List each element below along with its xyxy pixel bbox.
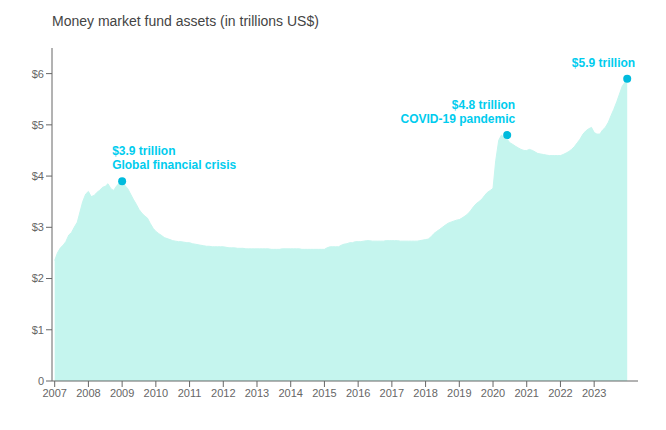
- svg-text:$5.9 trillion: $5.9 trillion: [572, 56, 635, 70]
- svg-text:$3: $3: [32, 221, 44, 233]
- svg-text:2023: 2023: [582, 387, 606, 399]
- svg-text:2020: 2020: [481, 387, 505, 399]
- svg-text:$5: $5: [32, 119, 44, 131]
- svg-text:2010: 2010: [144, 387, 168, 399]
- svg-text:$4: $4: [32, 170, 44, 182]
- svg-text:$3.9 trillionGlobal financial: $3.9 trillionGlobal financial crisis: [112, 144, 236, 172]
- svg-text:2019: 2019: [447, 387, 471, 399]
- svg-text:2021: 2021: [514, 387, 538, 399]
- svg-text:2015: 2015: [312, 387, 336, 399]
- svg-text:$1: $1: [32, 324, 44, 336]
- svg-text:2022: 2022: [548, 387, 572, 399]
- html-text:Money market fund assets (in t: Money market fund assets (in trillions U…: [52, 13, 319, 29]
- svg-text:2016: 2016: [346, 387, 370, 399]
- svg-text:2017: 2017: [380, 387, 404, 399]
- svg-text:0: 0: [38, 375, 44, 387]
- svg-text:2018: 2018: [413, 387, 437, 399]
- svg-text:2011: 2011: [178, 387, 202, 399]
- svg-text:2008: 2008: [76, 387, 100, 399]
- svg-text:$2: $2: [32, 272, 44, 284]
- svg-text:2012: 2012: [211, 387, 235, 399]
- svg-text:$6: $6: [32, 68, 44, 80]
- svg-text:2009: 2009: [110, 387, 134, 399]
- svg-text:2014: 2014: [278, 387, 302, 399]
- svg-text:$4.8 trillionCOVID-19 pandemic: $4.8 trillionCOVID-19 pandemic: [400, 98, 515, 126]
- svg-text:2013: 2013: [245, 387, 269, 399]
- svg-text:2007: 2007: [42, 387, 66, 399]
